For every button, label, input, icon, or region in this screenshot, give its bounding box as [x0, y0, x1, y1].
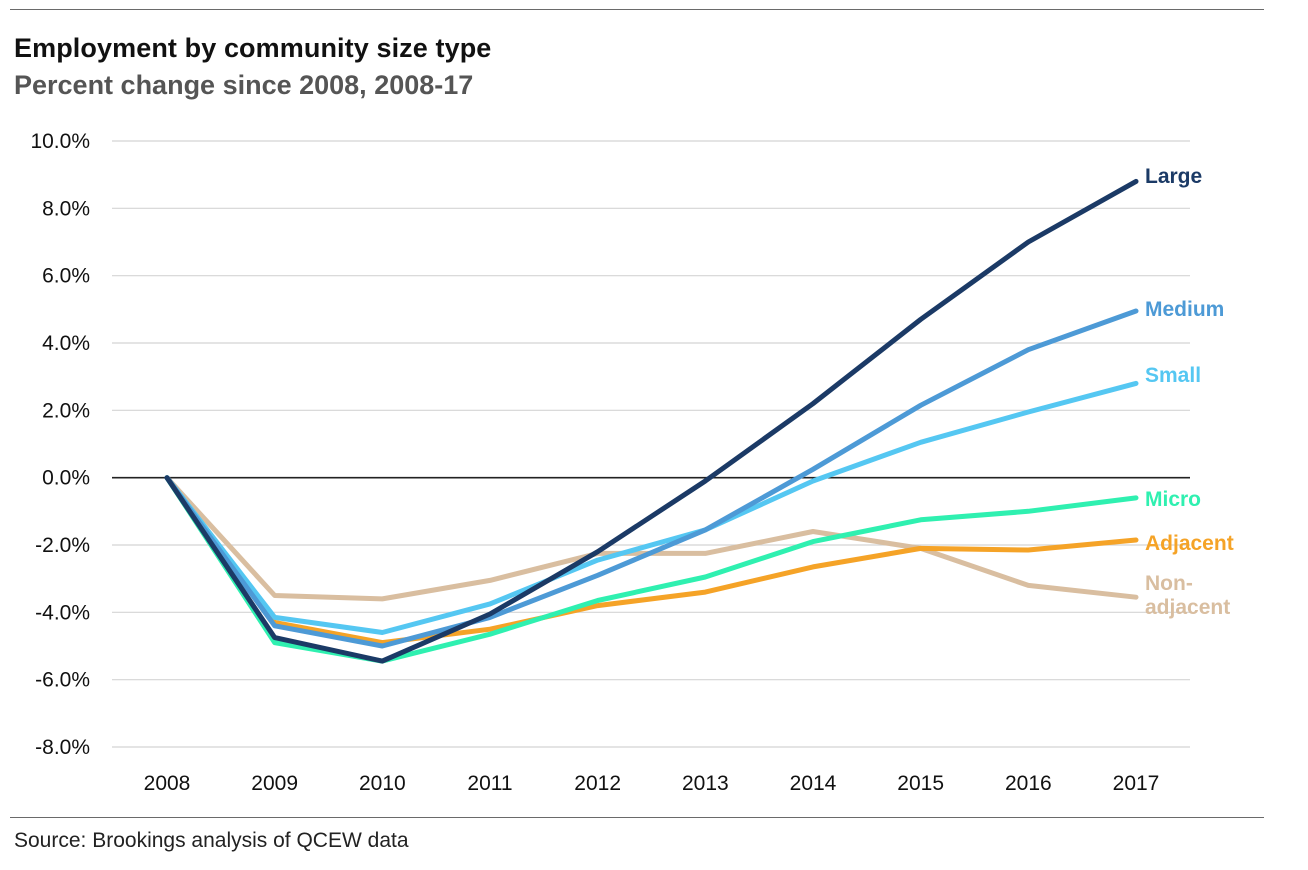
y-tick-label: 6.0% — [42, 265, 90, 288]
x-tick-label: 2017 — [1113, 772, 1160, 795]
x-tick-label: 2010 — [359, 772, 406, 795]
y-tick-label: 4.0% — [42, 332, 90, 355]
source-note: Source: Brookings analysis of QCEW data — [14, 829, 409, 852]
bottom-rule — [10, 817, 1264, 818]
y-axis-ticks: 10.0% 8.0% 6.0% 4.0% 2.0% 0.0% -2.0% -4.0% -6.0%… — [30, 130, 90, 759]
series-line-medium — [164, 308, 1139, 649]
x-tick-label: 2013 — [682, 772, 729, 795]
y-tick-label: -2.0% — [35, 534, 90, 557]
y-tick-label: 2.0% — [42, 399, 90, 422]
x-tick-label: 2009 — [251, 772, 298, 795]
series-label-small: Small — [1145, 364, 1201, 387]
y-tick-label: -4.0% — [35, 601, 90, 624]
series-line-non-adjacent — [164, 475, 1139, 602]
y-tick-label: 8.0% — [42, 197, 90, 220]
series-label-non-adjacent: Non-adjacent — [1145, 572, 1230, 619]
chart-subtitle: Percent change since 2008, 2008-17 — [14, 70, 474, 100]
y-tick-label: 0.0% — [42, 467, 90, 490]
x-tick-label: 2016 — [1005, 772, 1052, 795]
series-label-medium: Medium — [1145, 298, 1224, 321]
series-label-adjacent: Adjacent — [1145, 532, 1234, 555]
y-tick-label: -8.0% — [35, 736, 90, 759]
x-tick-label: 2012 — [574, 772, 621, 795]
series-labels: Non-adjacent Adjacent Micro Small Medium Larg… — [1145, 165, 1234, 619]
x-axis-ticks: 2008 2009 2010 2011 2012 2013 2014 2015 2016 2017 — [144, 772, 1160, 795]
top-rule — [10, 9, 1264, 10]
y-tick-label: 10.0% — [30, 130, 90, 153]
x-tick-label: 2014 — [790, 772, 837, 795]
series-label-micro: Micro — [1145, 488, 1201, 511]
series-line-large — [164, 178, 1139, 664]
series-label-large: Large — [1145, 165, 1202, 188]
series-lines — [164, 178, 1139, 664]
y-tick-label: -6.0% — [35, 669, 90, 692]
series-line-small — [164, 380, 1139, 635]
x-tick-label: 2015 — [897, 772, 944, 795]
x-tick-label: 2011 — [467, 772, 512, 795]
x-tick-label: 2008 — [144, 772, 191, 795]
grid-lines — [112, 140, 1190, 748]
chart-title: Employment by community size type — [14, 33, 492, 63]
series-line-adjacent — [164, 475, 1139, 646]
